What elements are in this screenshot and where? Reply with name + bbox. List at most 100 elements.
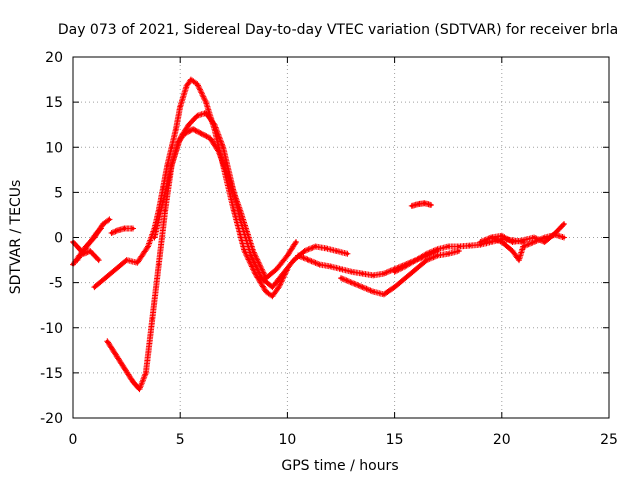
- data-point: [232, 208, 236, 213]
- y-tick-label: 0: [54, 231, 63, 247]
- data-point: [317, 262, 322, 267]
- x-tick-label: 0: [69, 432, 78, 448]
- series-arc-10: [391, 236, 527, 275]
- data-point: [270, 285, 274, 289]
- data-point: [212, 123, 217, 127]
- data-point: [163, 208, 167, 213]
- data-point: [489, 235, 493, 240]
- data-point: [105, 339, 109, 343]
- data-point: [88, 240, 92, 244]
- data-point: [532, 235, 536, 240]
- data-point: [99, 226, 103, 231]
- data-point: [195, 114, 199, 118]
- data-point: [152, 235, 157, 240]
- data-point: [208, 136, 212, 140]
- data-point: [435, 247, 440, 251]
- data-point: [116, 228, 120, 232]
- data-point: [339, 267, 343, 271]
- data-point: [131, 226, 135, 231]
- data-point: [217, 150, 221, 154]
- data-point: [429, 203, 433, 207]
- data-point: [393, 285, 397, 289]
- data-point: [122, 366, 127, 370]
- data-point: [446, 252, 450, 256]
- data-point: [75, 258, 79, 262]
- data-point: [350, 281, 354, 285]
- data-point: [114, 267, 118, 271]
- data-point: [221, 145, 225, 149]
- data-point: [135, 261, 139, 265]
- data-point: [423, 201, 427, 205]
- y-tick-label: -20: [40, 411, 63, 427]
- data-point: [204, 111, 208, 115]
- data-point: [178, 105, 182, 109]
- x-tick-label: 20: [493, 432, 511, 448]
- data-point: [414, 267, 418, 271]
- data-point: [101, 222, 105, 226]
- grid: [73, 57, 609, 418]
- data-point: [187, 123, 191, 127]
- data-point: [414, 258, 418, 262]
- data-point: [457, 249, 461, 253]
- data-point: [125, 258, 129, 262]
- data-point: [260, 276, 264, 280]
- data-point: [393, 270, 397, 274]
- data-point: [114, 353, 118, 357]
- data-markers: [391, 236, 527, 275]
- data-markers: [104, 126, 299, 393]
- data-point: [425, 258, 429, 262]
- data-point: [500, 234, 504, 238]
- data-point: [543, 240, 547, 244]
- y-tick-label: -15: [40, 366, 63, 382]
- data-point: [500, 240, 504, 244]
- series-arc-4: [108, 225, 136, 236]
- axis-ticks: 0 5 10 15 20 25 -20 -15 -10 -5 0 5 10 15 20: [40, 50, 618, 448]
- data-point: [165, 163, 169, 167]
- data-point: [157, 262, 161, 267]
- data-point: [517, 258, 521, 262]
- data-point: [510, 240, 515, 244]
- series-arc-3: [74, 225, 104, 264]
- data-point: [137, 387, 142, 391]
- data-point: [371, 290, 375, 294]
- data-point: [242, 249, 247, 253]
- data-point: [435, 253, 440, 258]
- data-point: [468, 244, 472, 248]
- y-tick-label: -5: [49, 276, 63, 292]
- y-axis-label: SDTVAR / TECUs: [8, 180, 24, 295]
- data-point: [238, 217, 242, 222]
- data-point: [292, 258, 296, 262]
- y-tick-label: 5: [54, 185, 63, 201]
- data-point: [360, 285, 365, 289]
- x-axis-label: GPS time / hours: [281, 458, 398, 474]
- data-point: [249, 253, 253, 258]
- data-point: [230, 181, 234, 185]
- data-point: [328, 264, 332, 268]
- data-point: [75, 244, 79, 249]
- data-point: [360, 272, 365, 276]
- data-point: [185, 84, 189, 88]
- data-point: [296, 253, 300, 258]
- data-point: [161, 199, 165, 203]
- data-point: [324, 246, 328, 250]
- data-point: [403, 276, 407, 280]
- data-point: [281, 272, 285, 276]
- data-point: [150, 317, 154, 321]
- data-point: [489, 240, 493, 244]
- data-point: [371, 273, 375, 278]
- series-arc-8: [295, 248, 441, 279]
- data-point: [350, 270, 354, 274]
- data-point: [285, 253, 289, 258]
- data-point: [88, 249, 92, 253]
- series-arc-13: [488, 231, 567, 264]
- data-point: [270, 294, 274, 298]
- series-arc-9: [338, 248, 462, 298]
- data-point: [543, 235, 547, 240]
- data-point: [457, 244, 461, 249]
- data-point: [553, 233, 558, 237]
- data-point: [174, 127, 178, 131]
- data-point: [416, 202, 420, 206]
- data-point: [122, 226, 127, 231]
- data-point: [562, 235, 566, 240]
- data-point: [275, 267, 279, 271]
